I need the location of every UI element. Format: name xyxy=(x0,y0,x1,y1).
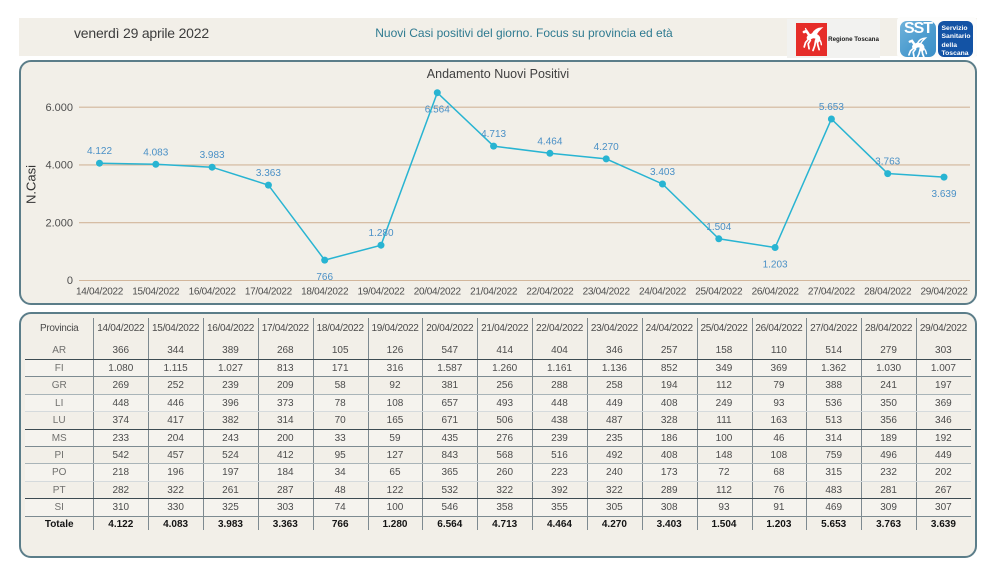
svg-text:4.083: 4.083 xyxy=(143,147,168,158)
svg-text:28/04/2022: 28/04/2022 xyxy=(864,287,912,298)
svg-text:4.713: 4.713 xyxy=(481,129,506,140)
svg-text:16/04/2022: 16/04/2022 xyxy=(189,287,237,298)
svg-text:24/04/2022: 24/04/2022 xyxy=(639,287,687,298)
svg-text:22/04/2022: 22/04/2022 xyxy=(526,287,574,298)
svg-text:18/04/2022: 18/04/2022 xyxy=(301,287,349,298)
svg-text:4.122: 4.122 xyxy=(87,146,112,157)
svg-text:3.403: 3.403 xyxy=(650,167,675,178)
svg-text:20/04/2022: 20/04/2022 xyxy=(414,287,462,298)
svg-text:3.363: 3.363 xyxy=(256,168,281,179)
svg-text:5.653: 5.653 xyxy=(819,102,844,113)
svg-text:6.000: 6.000 xyxy=(45,102,73,114)
svg-text:4.464: 4.464 xyxy=(537,136,562,147)
svg-text:21/04/2022: 21/04/2022 xyxy=(470,287,518,298)
svg-text:29/04/2022: 29/04/2022 xyxy=(920,287,968,298)
svg-text:6.564: 6.564 xyxy=(425,105,450,116)
svg-text:3.763: 3.763 xyxy=(875,157,900,168)
svg-text:27/04/2022: 27/04/2022 xyxy=(808,287,856,298)
svg-text:1.280: 1.280 xyxy=(368,228,393,239)
svg-text:1.504: 1.504 xyxy=(706,222,731,233)
svg-text:17/04/2022: 17/04/2022 xyxy=(245,287,293,298)
svg-text:25/04/2022: 25/04/2022 xyxy=(695,287,743,298)
svg-text:0: 0 xyxy=(67,275,73,287)
svg-text:766: 766 xyxy=(316,272,333,283)
svg-text:19/04/2022: 19/04/2022 xyxy=(357,287,405,298)
svg-text:3.983: 3.983 xyxy=(200,150,225,161)
svg-text:14/04/2022: 14/04/2022 xyxy=(76,287,124,298)
svg-text:2.000: 2.000 xyxy=(45,217,73,229)
svg-text:4.270: 4.270 xyxy=(594,142,619,153)
svg-text:26/04/2022: 26/04/2022 xyxy=(752,287,800,298)
svg-text:23/04/2022: 23/04/2022 xyxy=(583,287,631,298)
svg-text:4.000: 4.000 xyxy=(45,160,73,172)
svg-text:15/04/2022: 15/04/2022 xyxy=(132,287,180,298)
svg-text:1.203: 1.203 xyxy=(763,260,788,271)
svg-text:3.639: 3.639 xyxy=(931,189,956,200)
